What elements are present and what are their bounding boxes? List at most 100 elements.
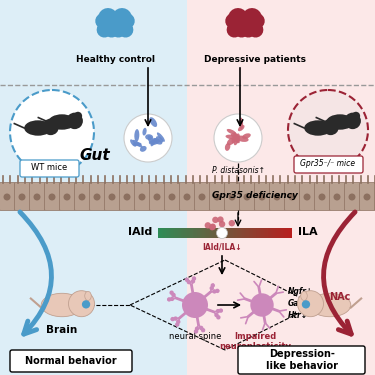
Circle shape xyxy=(185,278,189,282)
Circle shape xyxy=(171,293,176,297)
Circle shape xyxy=(363,194,370,201)
Circle shape xyxy=(119,12,125,18)
Circle shape xyxy=(273,194,280,201)
Circle shape xyxy=(243,194,250,201)
FancyBboxPatch shape xyxy=(45,183,60,210)
FancyBboxPatch shape xyxy=(270,183,285,210)
Ellipse shape xyxy=(236,135,249,142)
Text: IAld/ILA↓: IAld/ILA↓ xyxy=(202,243,242,252)
Ellipse shape xyxy=(41,293,83,317)
Circle shape xyxy=(113,18,117,22)
FancyBboxPatch shape xyxy=(75,183,90,210)
FancyBboxPatch shape xyxy=(30,183,45,210)
FancyBboxPatch shape xyxy=(345,183,360,210)
Text: IAld: IAld xyxy=(128,227,152,237)
Circle shape xyxy=(322,118,339,135)
Ellipse shape xyxy=(156,136,164,142)
FancyBboxPatch shape xyxy=(0,183,15,210)
Circle shape xyxy=(198,194,206,201)
Ellipse shape xyxy=(225,135,238,140)
Circle shape xyxy=(330,118,338,126)
Circle shape xyxy=(303,194,310,201)
Ellipse shape xyxy=(149,140,159,145)
Text: Gut: Gut xyxy=(80,147,110,162)
Circle shape xyxy=(210,286,214,290)
Circle shape xyxy=(182,292,208,318)
Text: WT mice: WT mice xyxy=(31,164,67,172)
Circle shape xyxy=(219,221,225,227)
Bar xyxy=(0,183,187,375)
Ellipse shape xyxy=(142,128,147,135)
Circle shape xyxy=(288,194,296,201)
Ellipse shape xyxy=(238,125,244,131)
Circle shape xyxy=(48,194,55,201)
FancyBboxPatch shape xyxy=(360,183,375,210)
Ellipse shape xyxy=(130,140,136,147)
Ellipse shape xyxy=(133,140,142,148)
Circle shape xyxy=(3,194,10,201)
Text: P. distasonis↑: P. distasonis↑ xyxy=(211,166,264,175)
Text: Ngfr↓: Ngfr↓ xyxy=(288,288,314,297)
Circle shape xyxy=(170,291,174,295)
Ellipse shape xyxy=(304,120,332,136)
Circle shape xyxy=(42,118,59,135)
Ellipse shape xyxy=(239,118,243,130)
Circle shape xyxy=(297,291,324,317)
Circle shape xyxy=(195,327,199,331)
Circle shape xyxy=(82,300,90,309)
FancyBboxPatch shape xyxy=(225,183,240,210)
Ellipse shape xyxy=(153,138,162,145)
Text: ILA: ILA xyxy=(298,227,318,237)
Circle shape xyxy=(171,317,175,321)
Ellipse shape xyxy=(242,134,251,139)
Circle shape xyxy=(18,194,26,201)
FancyBboxPatch shape xyxy=(105,183,120,210)
Circle shape xyxy=(175,322,179,327)
Circle shape xyxy=(168,194,176,201)
Circle shape xyxy=(153,194,160,201)
Circle shape xyxy=(216,309,220,313)
Text: Depression-
like behavior: Depression- like behavior xyxy=(266,349,338,371)
FancyBboxPatch shape xyxy=(300,183,315,210)
Circle shape xyxy=(228,194,236,201)
Circle shape xyxy=(124,114,172,162)
Ellipse shape xyxy=(133,142,142,146)
Circle shape xyxy=(33,194,40,201)
Circle shape xyxy=(214,114,262,162)
Ellipse shape xyxy=(235,134,240,143)
Circle shape xyxy=(191,279,195,284)
Ellipse shape xyxy=(85,291,91,300)
Circle shape xyxy=(50,118,58,126)
Circle shape xyxy=(235,12,241,18)
Circle shape xyxy=(66,112,83,129)
Circle shape xyxy=(108,194,115,201)
Ellipse shape xyxy=(235,134,239,142)
Text: Htr↓: Htr↓ xyxy=(288,312,308,321)
Ellipse shape xyxy=(233,132,240,143)
Ellipse shape xyxy=(227,129,236,135)
FancyBboxPatch shape xyxy=(294,156,363,173)
Ellipse shape xyxy=(227,137,236,145)
Text: Depressive patients: Depressive patients xyxy=(204,55,306,64)
Text: Healthy control: Healthy control xyxy=(75,55,154,64)
Bar xyxy=(0,0,187,183)
Circle shape xyxy=(288,90,368,170)
Circle shape xyxy=(123,194,130,201)
Circle shape xyxy=(138,194,146,201)
Text: Brain: Brain xyxy=(46,325,78,335)
Circle shape xyxy=(173,316,178,321)
Circle shape xyxy=(187,280,191,284)
FancyBboxPatch shape xyxy=(180,183,195,210)
Circle shape xyxy=(210,224,216,230)
Circle shape xyxy=(258,194,266,201)
FancyBboxPatch shape xyxy=(195,183,210,210)
Text: Gabre↓: Gabre↓ xyxy=(288,300,320,309)
FancyBboxPatch shape xyxy=(285,183,300,210)
FancyBboxPatch shape xyxy=(10,350,132,372)
Circle shape xyxy=(219,308,223,313)
Circle shape xyxy=(176,320,180,324)
Circle shape xyxy=(216,315,220,320)
Text: NAc: NAc xyxy=(329,292,351,302)
Circle shape xyxy=(10,90,94,174)
Circle shape xyxy=(192,276,196,281)
